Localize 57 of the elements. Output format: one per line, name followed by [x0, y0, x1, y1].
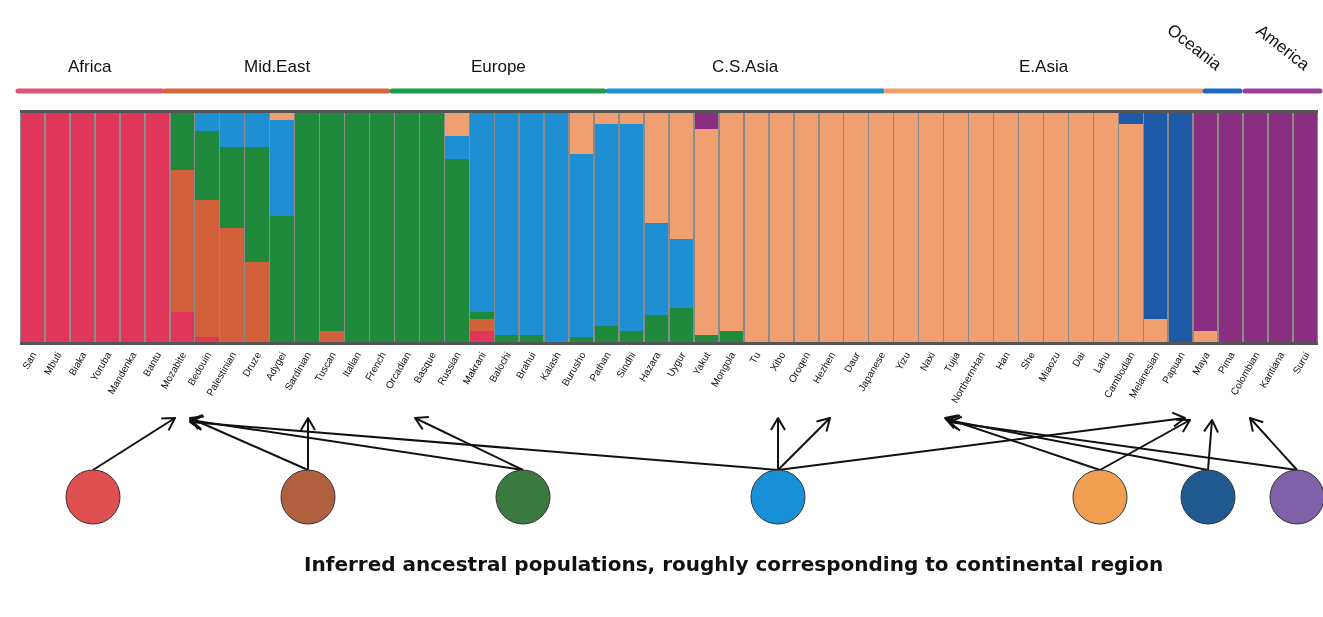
bar	[644, 222, 669, 315]
bar	[470, 330, 494, 342]
bar	[270, 113, 294, 120]
bar	[1268, 113, 1293, 342]
bar	[619, 330, 644, 342]
bar	[594, 325, 619, 342]
bar	[70, 113, 95, 342]
bar	[519, 113, 544, 336]
bar	[95, 113, 120, 342]
bar	[744, 113, 769, 342]
text: E.Asia	[1019, 57, 1069, 76]
bar	[619, 124, 644, 331]
bar	[594, 124, 619, 326]
bar	[694, 335, 719, 342]
bar	[1168, 113, 1193, 342]
bar	[694, 113, 719, 130]
text: Mid.East	[244, 57, 311, 76]
bar	[719, 330, 744, 342]
bar	[569, 154, 594, 338]
bar	[145, 113, 170, 342]
bar	[644, 113, 669, 223]
bar	[1193, 330, 1218, 342]
x-tick-label: She	[1018, 349, 1038, 371]
bar	[20, 113, 45, 342]
bar	[569, 337, 594, 342]
bar	[519, 335, 544, 342]
text: Africa	[68, 57, 112, 76]
text: Europe	[471, 57, 526, 76]
bar	[120, 113, 145, 342]
bar	[769, 113, 794, 342]
bar	[470, 319, 494, 331]
bar	[1293, 113, 1318, 342]
bar	[669, 307, 694, 342]
bar	[594, 113, 619, 125]
bar	[669, 238, 694, 308]
bar	[569, 113, 594, 155]
bar	[1243, 113, 1268, 342]
text: C.S.Asia	[712, 57, 779, 76]
x-tick-label: Tu	[747, 350, 763, 366]
x-tick-label: San	[20, 350, 39, 371]
bar	[320, 330, 344, 342]
bar	[445, 113, 469, 136]
x-tick-label: Yizu	[893, 350, 913, 373]
bar	[719, 113, 744, 331]
bar	[544, 113, 569, 342]
bar	[45, 113, 70, 342]
x-tick-label: Dai	[1069, 350, 1087, 369]
bar	[495, 335, 519, 342]
bar	[619, 113, 644, 125]
bar	[1218, 113, 1243, 342]
bar	[1193, 113, 1218, 331]
bar	[644, 314, 669, 342]
bar	[669, 113, 694, 239]
text: Inferred ancestral populations, roughly corresponding to continental region	[304, 552, 1164, 576]
bar	[794, 113, 819, 342]
x-tick-label: Han	[993, 350, 1013, 372]
bar	[694, 129, 719, 336]
